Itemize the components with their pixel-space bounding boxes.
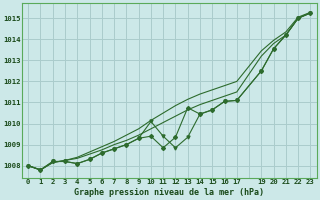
X-axis label: Graphe pression niveau de la mer (hPa): Graphe pression niveau de la mer (hPa)	[74, 188, 264, 197]
